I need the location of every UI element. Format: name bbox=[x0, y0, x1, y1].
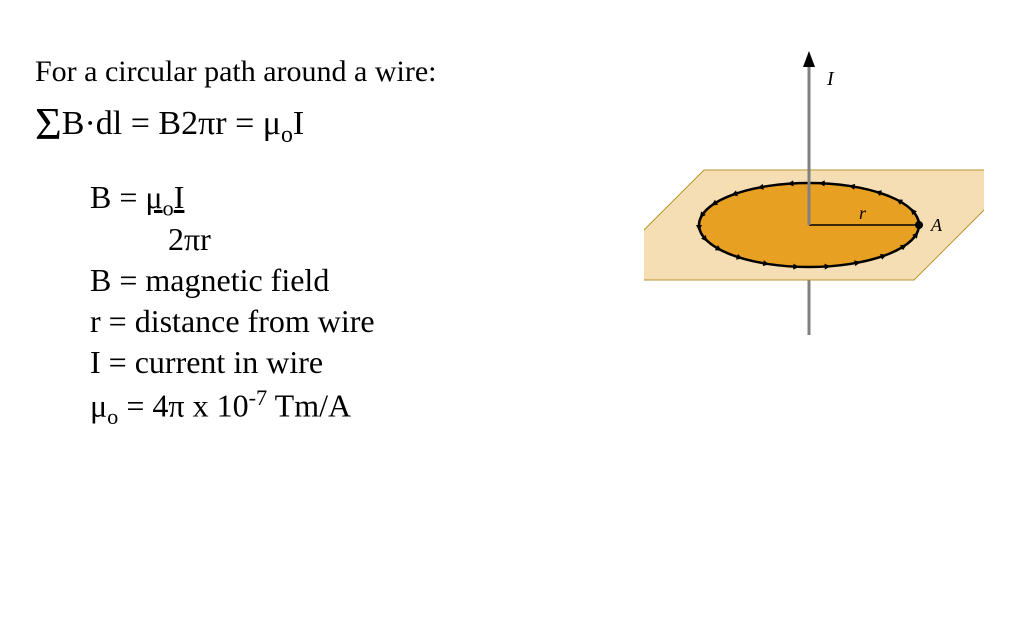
def-I: I = current in wire bbox=[90, 344, 437, 381]
equation-1: ΣB·dl = B2πr = μoI bbox=[35, 97, 437, 150]
equation-2-denominator: 2πr bbox=[168, 221, 437, 258]
sigma-symbol: Σ bbox=[35, 98, 62, 149]
diagram-svg: Ir A bbox=[644, 45, 984, 355]
svg-text:A: A bbox=[930, 215, 943, 235]
def-r: r = distance from wire bbox=[90, 303, 437, 340]
def-mu: μo = 4π x 10-7 Tm/A bbox=[90, 385, 437, 430]
title-text: For a circular path around a wire: bbox=[35, 55, 437, 89]
amperes-law-diagram: Ir A bbox=[644, 45, 984, 360]
svg-text:r: r bbox=[859, 203, 867, 223]
def-B: B = magnetic field bbox=[90, 262, 437, 299]
equation-2: B = μoI bbox=[90, 180, 437, 221]
svg-text:I: I bbox=[826, 68, 835, 90]
